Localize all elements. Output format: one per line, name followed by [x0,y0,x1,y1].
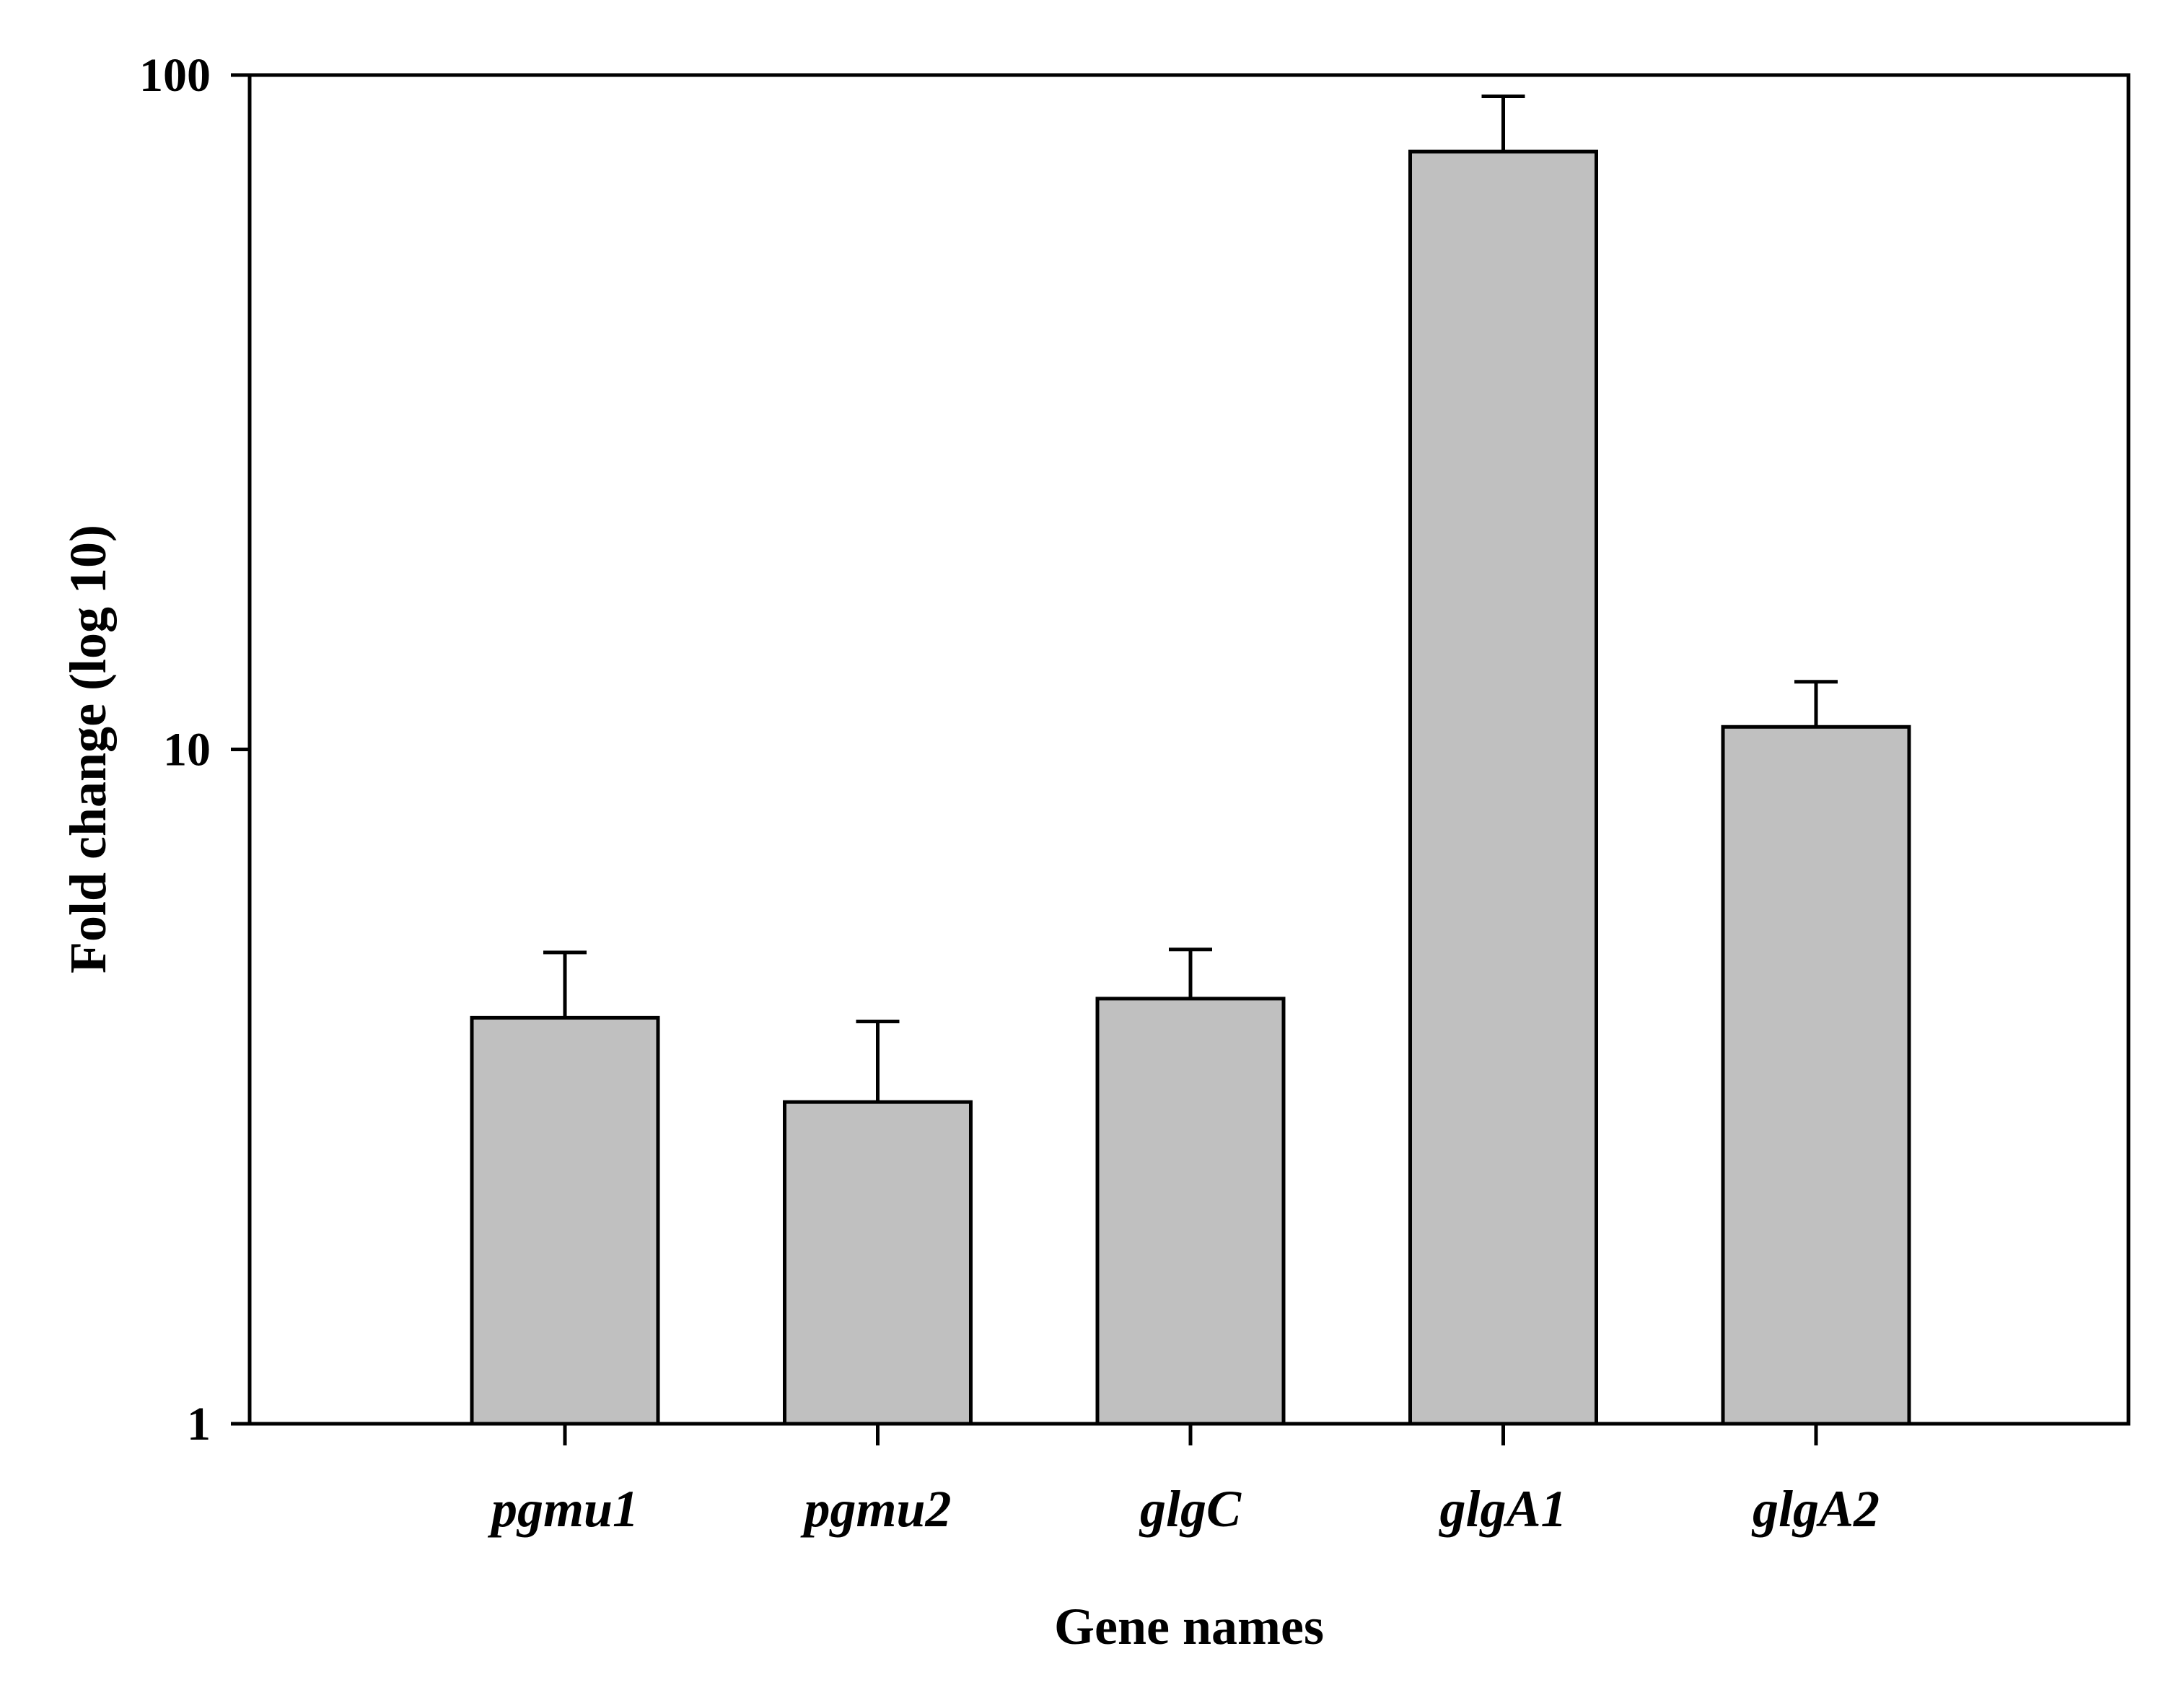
x-tick-label-glgA2: glgA2 [1751,1480,1880,1538]
x-tick-label-glgA1: glgA1 [1438,1480,1566,1538]
bar-pgmu1 [470,1015,660,1426]
y-tick-label: 100 [139,49,211,102]
bar-glgA1 [1408,149,1598,1426]
y-tick-label: 10 [163,724,211,776]
y-tick-label: 1 [187,1398,211,1450]
bar-pgmu2 [783,1100,973,1426]
x-tick-label-pgmu2: pgmu2 [799,1480,951,1538]
x-axis-ticks: pgmu1 pgmu2 glgC glgA1 glgA2 [487,1424,1880,1538]
y-axis-title: Fold change (log 10) [59,525,117,973]
error-bars [543,94,1838,1103]
bar-glgA2 [1721,725,1911,1426]
x-tick-label-glgC: glgC [1139,1480,1242,1538]
bar-glgC [1095,997,1286,1426]
bars [470,149,1911,1426]
y-axis-ticks: 1 10 100 [139,49,250,1450]
x-tick-label-pgmu1: pgmu1 [487,1480,639,1538]
x-axis-title: Gene names [1054,1598,1324,1655]
